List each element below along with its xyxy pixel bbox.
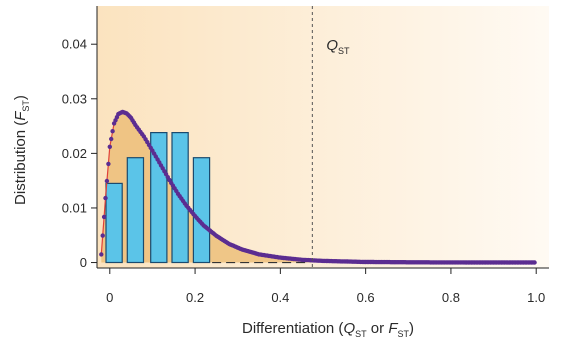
fst-area-fill [101, 111, 537, 263]
x-tick-label: 0.6 [357, 290, 375, 305]
x-axis-ticks: 0 0.2 0.4 0.6 0.8 1.0 [106, 268, 545, 305]
bar-1 [126, 157, 145, 264]
curve-point-0 [99, 252, 104, 257]
fst-curve-points [99, 109, 537, 265]
curve-point-5 [106, 161, 111, 167]
curve-point-7 [109, 136, 114, 142]
y-axis-title: Distribution (FST) [12, 95, 31, 205]
bar-4 [192, 157, 211, 264]
y-tick-label: 0.03 [62, 91, 87, 106]
y-tick-label: 0.02 [62, 146, 87, 161]
curve-point-6 [107, 144, 113, 149]
curve-point-8 [110, 129, 115, 134]
curve-point-2 [101, 214, 107, 220]
y-axis-ticks: 0 0.01 0.02 0.03 0.04 [62, 37, 97, 270]
y-tick-label: 0 [80, 255, 87, 270]
curve-point-1 [100, 233, 105, 238]
y-tick-label: 0.04 [62, 37, 87, 52]
curve-point-3 [103, 195, 108, 201]
x-tick-label: 1.0 [527, 290, 545, 305]
curve-point-4 [104, 178, 110, 184]
y-tick-label: 0.01 [62, 200, 87, 215]
x-tick-label: 0.4 [271, 290, 289, 305]
qst-annotation: QST [326, 37, 350, 56]
x-tick-label: 0.2 [186, 290, 204, 305]
x-tick-label: 0 [106, 290, 113, 305]
curve-point-271 [532, 260, 537, 265]
x-axis-title: Differentiation (QST or FST) [242, 320, 414, 339]
x-tick-label: 0.8 [442, 290, 460, 305]
bar-0 [105, 182, 123, 264]
